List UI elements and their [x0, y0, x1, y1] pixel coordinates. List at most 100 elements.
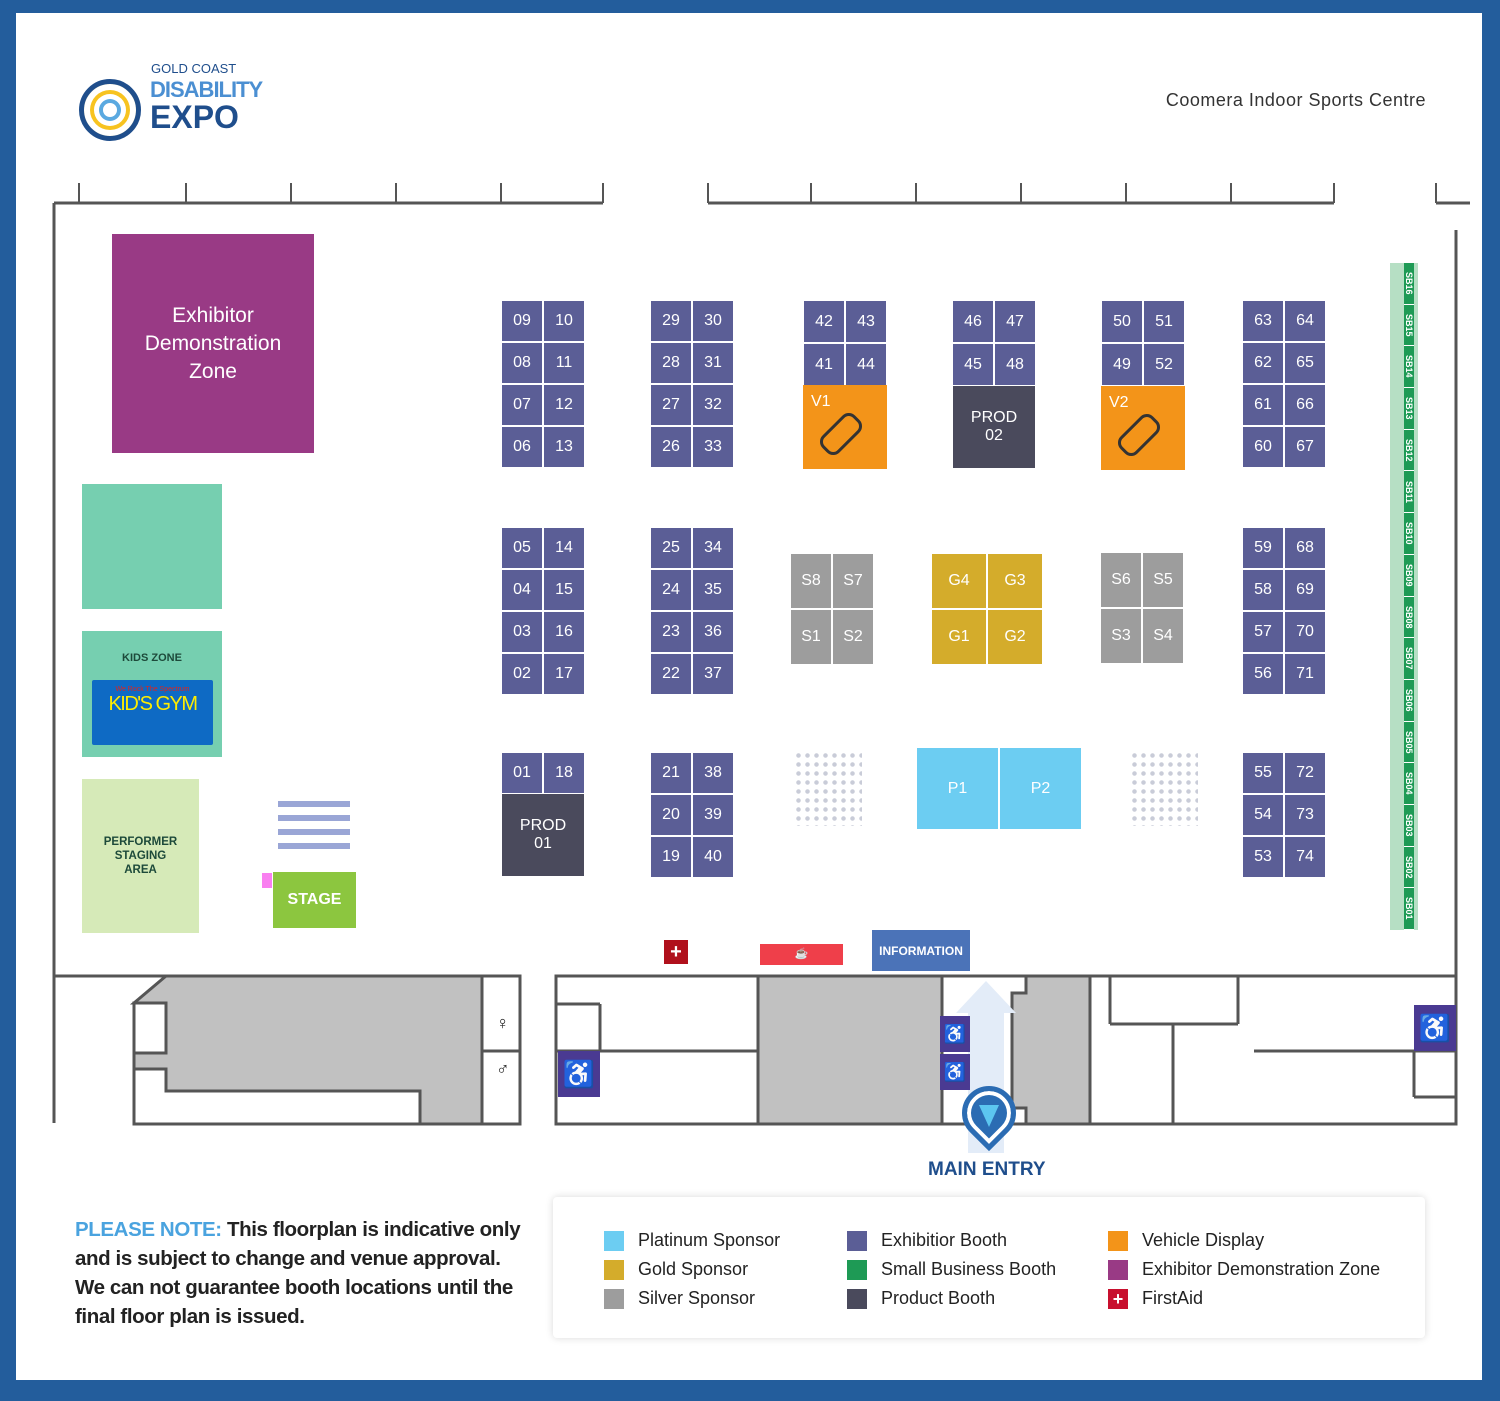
booth-41[interactable]: 41 [803, 343, 845, 386]
booth-61[interactable]: 61 [1242, 384, 1284, 426]
booth-s6[interactable]: S6 [1100, 552, 1142, 608]
booth-sb03[interactable]: SB03 [1404, 804, 1414, 847]
product-booth-01[interactable]: PROD 01 [501, 793, 585, 877]
booth-34[interactable]: 34 [692, 527, 734, 569]
booth-52[interactable]: 52 [1143, 343, 1185, 386]
booth-64[interactable]: 64 [1284, 300, 1326, 342]
booth-23[interactable]: 23 [650, 611, 692, 653]
information-desk[interactable]: INFORMATION [872, 930, 970, 971]
booth-38[interactable]: 38 [692, 752, 734, 794]
booth-12[interactable]: 12 [543, 384, 585, 426]
booth-36[interactable]: 36 [692, 611, 734, 653]
booth-56[interactable]: 56 [1242, 653, 1284, 695]
booth-sb07[interactable]: SB07 [1404, 638, 1414, 680]
booth-sb15[interactable]: SB15 [1404, 304, 1414, 347]
booth-55[interactable]: 55 [1242, 752, 1284, 794]
booth-15[interactable]: 15 [543, 569, 585, 611]
booth-g4[interactable]: G4 [931, 553, 987, 609]
booth-sb05[interactable]: SB05 [1404, 721, 1414, 764]
booth-s3[interactable]: S3 [1100, 608, 1142, 664]
booth-sb04[interactable]: SB04 [1404, 763, 1414, 805]
booth-14[interactable]: 14 [543, 527, 585, 569]
booth-07[interactable]: 07 [501, 384, 543, 426]
booth-46[interactable]: 46 [952, 300, 994, 343]
booth-g2[interactable]: G2 [987, 609, 1043, 665]
booth-54[interactable]: 54 [1242, 794, 1284, 836]
booth-33[interactable]: 33 [692, 426, 734, 468]
booth-s2[interactable]: S2 [832, 609, 874, 665]
booth-s4[interactable]: S4 [1142, 608, 1184, 664]
booth-71[interactable]: 71 [1284, 653, 1326, 695]
booth-10[interactable]: 10 [543, 300, 585, 342]
booth-25[interactable]: 25 [650, 527, 692, 569]
booth-02[interactable]: 02 [501, 653, 543, 695]
booth-g3[interactable]: G3 [987, 553, 1043, 609]
booth-57[interactable]: 57 [1242, 611, 1284, 653]
booth-01[interactable]: 01 [501, 752, 543, 794]
booth-31[interactable]: 31 [692, 342, 734, 384]
booth-sb12[interactable]: SB12 [1404, 429, 1414, 472]
booth-42[interactable]: 42 [803, 300, 845, 343]
booth-70[interactable]: 70 [1284, 611, 1326, 653]
booth-50[interactable]: 50 [1101, 300, 1143, 343]
booth-sb16[interactable]: SB16 [1404, 263, 1414, 305]
booth-sb14[interactable]: SB14 [1404, 346, 1414, 389]
booth-32[interactable]: 32 [692, 384, 734, 426]
booth-45[interactable]: 45 [952, 343, 994, 386]
booth-s7[interactable]: S7 [832, 553, 874, 609]
booth-sb08[interactable]: SB08 [1404, 596, 1414, 639]
booth-62[interactable]: 62 [1242, 342, 1284, 384]
booth-49[interactable]: 49 [1101, 343, 1143, 386]
booth-13[interactable]: 13 [543, 426, 585, 468]
booth-43[interactable]: 43 [845, 300, 887, 343]
booth-sb01[interactable]: SB01 [1404, 888, 1414, 930]
booth-17[interactable]: 17 [543, 653, 585, 695]
booth-sb13[interactable]: SB13 [1404, 388, 1414, 430]
vehicle-v2[interactable]: V2 [1101, 386, 1185, 470]
booth-72[interactable]: 72 [1284, 752, 1326, 794]
booth-63[interactable]: 63 [1242, 300, 1284, 342]
booth-29[interactable]: 29 [650, 300, 692, 342]
booth-60[interactable]: 60 [1242, 426, 1284, 468]
booth-37[interactable]: 37 [692, 653, 734, 695]
booth-44[interactable]: 44 [845, 343, 887, 386]
booth-24[interactable]: 24 [650, 569, 692, 611]
booth-16[interactable]: 16 [543, 611, 585, 653]
booth-47[interactable]: 47 [994, 300, 1036, 343]
booth-g1[interactable]: G1 [931, 609, 987, 665]
booth-68[interactable]: 68 [1284, 527, 1326, 569]
booth-51[interactable]: 51 [1143, 300, 1185, 343]
booth-p1[interactable]: P1 [916, 747, 999, 830]
booth-66[interactable]: 66 [1284, 384, 1326, 426]
booth-74[interactable]: 74 [1284, 836, 1326, 878]
booth-59[interactable]: 59 [1242, 527, 1284, 569]
booth-73[interactable]: 73 [1284, 794, 1326, 836]
booth-28[interactable]: 28 [650, 342, 692, 384]
booth-65[interactable]: 65 [1284, 342, 1326, 384]
booth-s5[interactable]: S5 [1142, 552, 1184, 608]
booth-21[interactable]: 21 [650, 752, 692, 794]
booth-06[interactable]: 06 [501, 426, 543, 468]
booth-58[interactable]: 58 [1242, 569, 1284, 611]
booth-03[interactable]: 03 [501, 611, 543, 653]
booth-67[interactable]: 67 [1284, 426, 1326, 468]
booth-26[interactable]: 26 [650, 426, 692, 468]
booth-s8[interactable]: S8 [790, 553, 832, 609]
booth-39[interactable]: 39 [692, 794, 734, 836]
product-booth-02[interactable]: PROD 02 [952, 385, 1036, 469]
booth-19[interactable]: 19 [650, 836, 692, 878]
booth-53[interactable]: 53 [1242, 836, 1284, 878]
booth-sb11[interactable]: SB11 [1404, 471, 1414, 514]
booth-05[interactable]: 05 [501, 527, 543, 569]
booth-sb10[interactable]: SB10 [1404, 513, 1414, 555]
booth-08[interactable]: 08 [501, 342, 543, 384]
booth-sb09[interactable]: SB09 [1404, 554, 1414, 597]
booth-27[interactable]: 27 [650, 384, 692, 426]
booth-30[interactable]: 30 [692, 300, 734, 342]
booth-22[interactable]: 22 [650, 653, 692, 695]
booth-sb06[interactable]: SB06 [1404, 679, 1414, 722]
booth-20[interactable]: 20 [650, 794, 692, 836]
booth-sb02[interactable]: SB02 [1404, 846, 1414, 889]
booth-s1[interactable]: S1 [790, 609, 832, 665]
booth-35[interactable]: 35 [692, 569, 734, 611]
